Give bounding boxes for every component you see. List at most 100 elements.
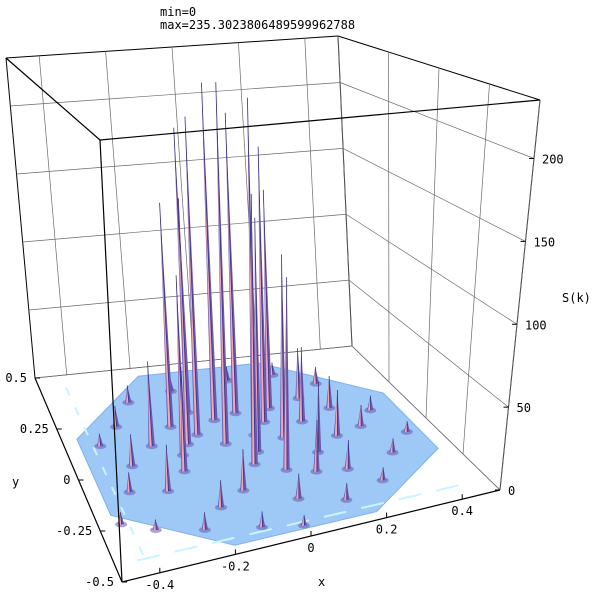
peak-edge [271,362,274,376]
x-tick-label: -0.2 [221,559,250,573]
base-streak [120,506,126,516]
peak-back [225,112,239,414]
base-streak [101,466,108,476]
base-streak [211,536,235,544]
base-streak [174,545,198,553]
peak-edge [215,82,227,444]
peak-edge [120,512,122,525]
peak-back [176,275,187,456]
peak-edge [328,375,331,409]
peak-back [201,82,218,421]
y-tick-label: 0.5 [5,371,27,385]
peak [380,467,384,481]
peak-edge [220,480,222,508]
x-tick-label: 0.2 [376,523,398,537]
peak-back [185,116,201,435]
z-tick-label: 150 [533,235,555,249]
gridline-x-back [238,42,258,356]
peak-edge [114,405,117,427]
peak [344,483,347,500]
x-tick-label: 0 [307,541,314,555]
peak-edge [165,444,169,492]
y-tick-label: 0 [63,473,70,487]
box-edge [99,99,541,141]
gridline-x-back [105,51,131,369]
peak-edge [177,198,189,445]
peak-edge [257,146,265,423]
peaks-layer [94,82,413,533]
y-tick-label: 0.25 [20,422,49,436]
peak-back [258,146,268,422]
peak [270,362,273,375]
base-streak [398,493,422,501]
peak-edge [130,434,134,467]
box-edge [5,57,36,379]
z-axis-label: S(k) [562,291,591,305]
gridline-x-back [38,55,68,375]
peak [345,440,349,469]
peak-footprint [364,407,377,414]
base-streak [74,406,80,416]
peak-edge [204,512,206,530]
peak-edge [201,82,216,421]
z-tick-label: 0 [508,484,515,498]
base-streak [137,554,161,562]
base-streak [92,446,99,456]
tick-labels: -0.4 -0.2 0 0.2 0.4 0.5 0.25 0 -0.25 -0.5 0 50 100 15… [5,153,563,592]
box-edge [5,57,101,141]
peak [296,473,299,499]
peak-edge [128,472,131,493]
base-streak [361,501,384,510]
peak-edge [99,433,102,447]
peak-back [263,189,273,409]
peak [390,438,394,453]
x-tick-label: -0.4 [145,578,174,592]
peak-footprint [198,526,211,533]
peak-edge [225,366,228,381]
gridline-y-right [462,83,490,455]
peak-edge [297,348,300,399]
peak-edge [314,366,317,384]
base-streak [83,426,89,436]
peak [284,277,287,470]
gridline-y-right [337,35,353,347]
peak-edge [242,449,245,491]
base-streak [323,510,347,518]
peak-back [215,82,229,444]
min-label: min=0 [160,5,196,19]
base-streak [249,528,272,536]
gridline-x-back [304,38,321,350]
y-tick-label: -0.25 [56,524,92,538]
peak-edge [300,347,303,422]
peak-back [173,127,191,413]
gridline-x-back [171,46,194,363]
peak-back [178,198,192,445]
box-edge [99,139,123,583]
peak-edge [184,116,199,435]
base-streak [129,526,135,536]
z-tick-label: 100 [525,318,547,332]
base-streak [64,386,71,396]
peak-edge [250,193,256,465]
x-tick-label: 0.4 [451,504,473,518]
base-streak [110,486,117,496]
peak [153,519,157,530]
gridline-y-right [388,51,390,383]
peak-edge [262,189,270,409]
base-streak [435,484,459,492]
y-axis-label: y [12,475,19,489]
peak [404,421,408,432]
peak [358,405,362,427]
peak-edge [126,385,130,403]
x-axis-label: x [318,575,325,589]
peak-footprint [340,496,353,503]
peak-edge [155,519,157,531]
peak [334,389,338,436]
gridline-y-right [499,99,541,491]
max-label: max=235.3023806489599962788 [160,18,355,32]
y-tick-label: -0.5 [85,575,114,589]
peak-edge [159,202,172,427]
z-tick-label: 50 [516,401,530,415]
